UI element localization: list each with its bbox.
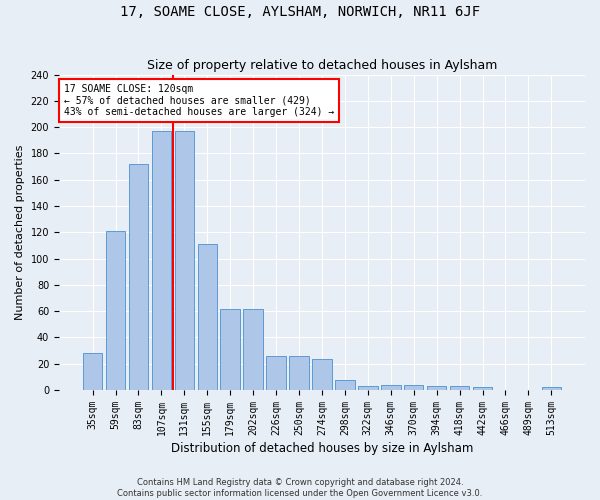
Y-axis label: Number of detached properties: Number of detached properties: [15, 144, 25, 320]
Bar: [427, 386, 446, 390]
Bar: [450, 386, 469, 390]
Bar: [220, 308, 240, 390]
Text: 17 SOAME CLOSE: 120sqm
← 57% of detached houses are smaller (429)
43% of semi-de: 17 SOAME CLOSE: 120sqm ← 57% of detached…: [64, 84, 334, 117]
Bar: [473, 388, 492, 390]
Bar: [335, 380, 355, 390]
Bar: [358, 386, 377, 390]
Bar: [381, 385, 401, 390]
Text: 17, SOAME CLOSE, AYLSHAM, NORWICH, NR11 6JF: 17, SOAME CLOSE, AYLSHAM, NORWICH, NR11 …: [120, 5, 480, 19]
Bar: [289, 356, 309, 390]
Bar: [266, 356, 286, 390]
Bar: [128, 164, 148, 390]
Bar: [175, 131, 194, 390]
Bar: [542, 388, 561, 390]
Bar: [197, 244, 217, 390]
Bar: [312, 358, 332, 390]
X-axis label: Distribution of detached houses by size in Aylsham: Distribution of detached houses by size …: [171, 442, 473, 455]
Bar: [152, 131, 171, 390]
Text: Contains HM Land Registry data © Crown copyright and database right 2024.
Contai: Contains HM Land Registry data © Crown c…: [118, 478, 482, 498]
Bar: [244, 308, 263, 390]
Title: Size of property relative to detached houses in Aylsham: Size of property relative to detached ho…: [147, 59, 497, 72]
Bar: [83, 354, 103, 390]
Bar: [106, 231, 125, 390]
Bar: [404, 385, 424, 390]
